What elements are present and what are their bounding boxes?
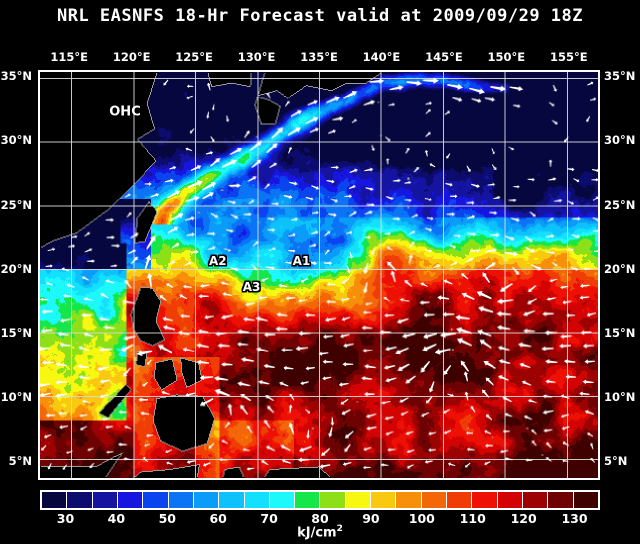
lon-tick-150: 150°E — [487, 50, 526, 64]
lon-tick-120: 120°E — [112, 50, 151, 64]
ohc-product-label: OHC — [109, 104, 141, 120]
colorbar-swatch-16 — [447, 492, 473, 508]
colorbar-swatch-10 — [295, 492, 321, 508]
lon-tick-140: 140°E — [362, 50, 401, 64]
lon-tick-130: 130°E — [237, 50, 276, 64]
colorbar-tick-60: 60 — [209, 511, 227, 526]
colorbar-tick-100: 100 — [408, 511, 435, 526]
colorbar — [40, 490, 600, 510]
colorbar-tick-120: 120 — [510, 511, 537, 526]
colorbar-unit-label: kJ/cm2 — [0, 524, 640, 540]
colorbar-swatch-3 — [117, 492, 144, 508]
colorbar-swatch-18 — [497, 492, 523, 508]
lat-tick-35-right: 35°N — [604, 69, 636, 84]
lat-tick-30-left: 30°N — [0, 133, 32, 148]
colorbar-swatch-19 — [522, 492, 549, 508]
colorbar-swatch-1 — [67, 492, 93, 508]
colorbar-swatch-0 — [42, 492, 68, 508]
colorbar-swatch-8 — [244, 492, 270, 508]
colorbar-tick-50: 50 — [158, 511, 176, 526]
colorbar-swatch-9 — [269, 492, 296, 508]
lon-tick-115: 115°E — [50, 50, 89, 64]
colorbar-swatch-14 — [396, 492, 422, 508]
colorbar-swatch-12 — [345, 492, 372, 508]
lon-tick-145: 145°E — [425, 50, 463, 64]
colorbar-swatch-15 — [421, 492, 447, 508]
colorbar-swatch-4 — [143, 492, 169, 508]
lat-tick-15-left: 15°N — [0, 325, 32, 340]
colorbar-swatch-2 — [92, 492, 118, 508]
colorbar-swatch-20 — [548, 492, 574, 508]
colorbar-tick-70: 70 — [260, 511, 278, 526]
map-label-a2: A2 — [209, 253, 227, 268]
lon-tick-155: 155°E — [549, 50, 588, 64]
lat-tick-5-left: 5°N — [8, 453, 32, 468]
colorbar-tick-30: 30 — [56, 511, 75, 526]
colorbar-tick-40: 40 — [107, 511, 126, 526]
colorbar-swatch-21 — [573, 492, 598, 508]
colorbar-tick-110: 110 — [459, 511, 486, 526]
colorbar-swatch-17 — [472, 492, 498, 508]
lat-tick-10-left: 10°N — [0, 389, 32, 404]
map-plot-area: OHC — [38, 70, 600, 480]
colorbar-unit-exponent: 2 — [336, 524, 343, 534]
figure-title: NRL EASNFS 18-Hr Forecast valid at 2009/… — [56, 6, 583, 26]
colorbar-swatch-7 — [219, 492, 245, 508]
ohc-heatmap-field — [40, 72, 598, 478]
lat-tick-20-right: 20°N — [604, 261, 636, 276]
map-label-a1: A1 — [292, 253, 311, 268]
lon-tick-125: 125°E — [175, 50, 213, 64]
lat-tick-35-left: 35°N — [0, 69, 32, 84]
lat-tick-30-right: 30°N — [604, 133, 636, 148]
colorbar-unit-text: kJ/cm — [297, 525, 337, 541]
lat-tick-25-left: 25°N — [0, 197, 32, 212]
colorbar-swatch-6 — [193, 492, 220, 508]
lat-tick-20-left: 20°N — [0, 261, 32, 276]
colorbar-swatch-13 — [371, 492, 397, 508]
colorbar-tick-90: 90 — [362, 511, 380, 526]
lat-tick-25-right: 25°N — [604, 197, 636, 212]
lat-tick-10-right: 10°N — [604, 389, 636, 404]
lon-tick-135: 135°E — [300, 50, 338, 64]
colorbar-swatch-5 — [168, 492, 194, 508]
lat-tick-15-right: 15°N — [604, 325, 636, 340]
colorbar-tick-130: 130 — [561, 511, 588, 526]
lat-tick-5-right: 5°N — [604, 453, 628, 468]
map-label-a3: A3 — [242, 279, 261, 294]
colorbar-tick-80: 80 — [311, 511, 329, 526]
colorbar-swatch-11 — [320, 492, 346, 508]
